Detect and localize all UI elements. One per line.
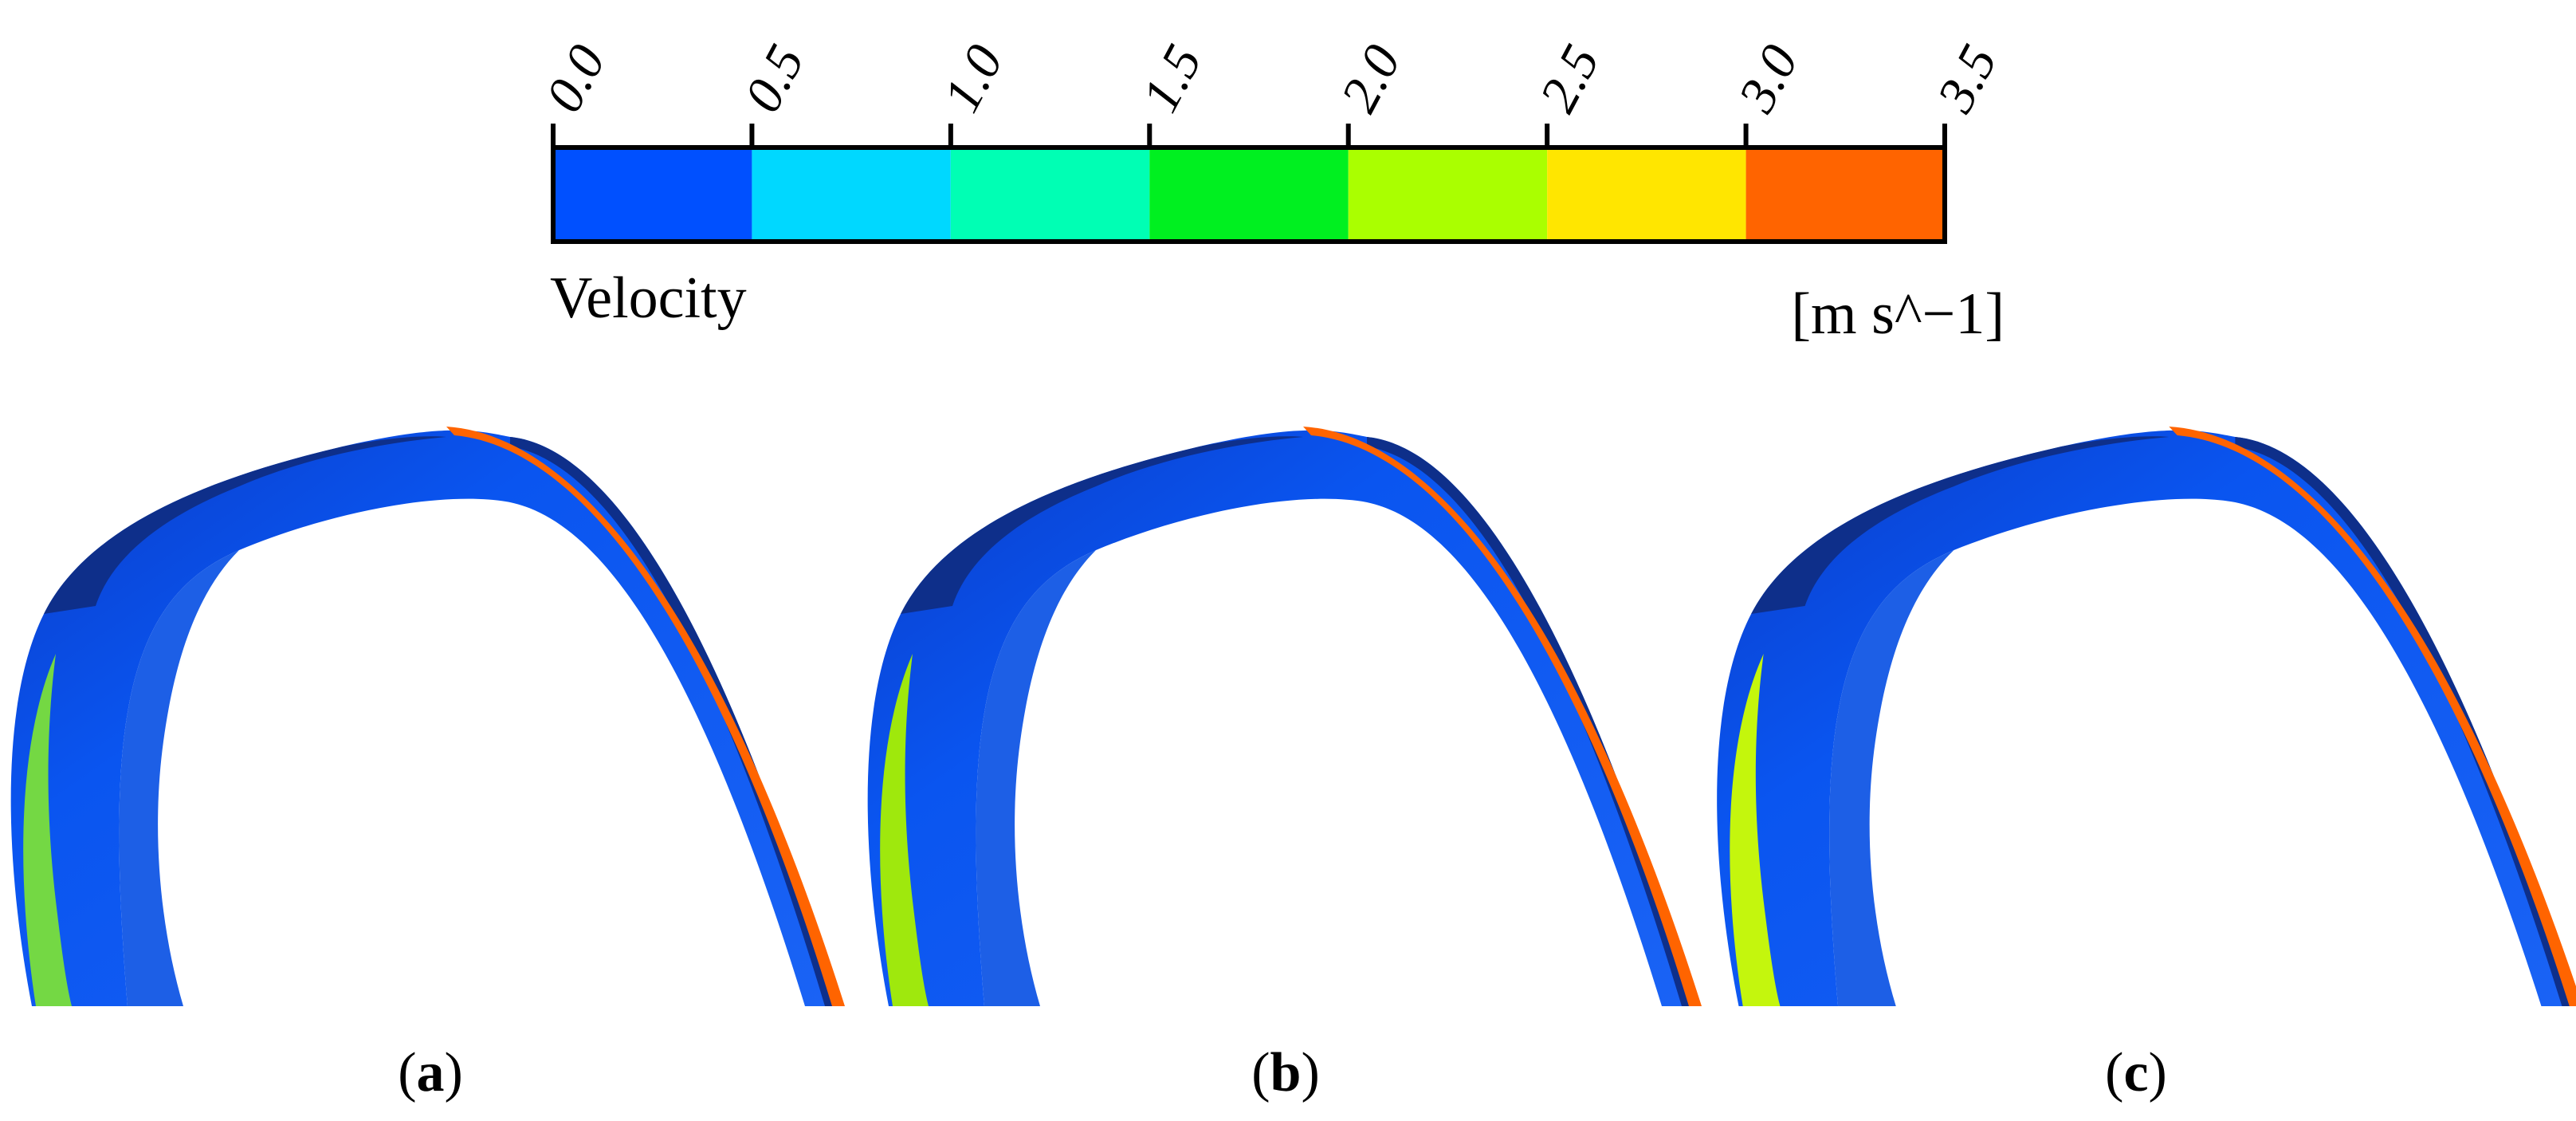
ring-inner-face bbox=[119, 550, 239, 1006]
panel-label-a: (a) bbox=[398, 1042, 463, 1103]
colorbar-tick-label-6: 3.0 bbox=[1727, 36, 1810, 122]
colorbar-bin-4 bbox=[1348, 148, 1548, 242]
colorbar-ticks: 0.0 0.5 1.0 1.5 2.0 2.5 3.0 3.5 bbox=[535, 36, 2009, 148]
ring-body bbox=[10, 430, 838, 1006]
ring-body bbox=[867, 430, 1694, 1006]
colorbar-tick-label-3: 1.5 bbox=[1131, 36, 1213, 121]
ring-inner-velocity-band bbox=[1730, 654, 1781, 1006]
ring-inner-face bbox=[976, 550, 1096, 1006]
colorbar-variable-label: Velocity bbox=[550, 266, 747, 331]
ring-inner-face bbox=[1829, 550, 1954, 1006]
colorbar-unit-label: [m s^−1] bbox=[1791, 281, 2005, 347]
colorbar-bin-1 bbox=[752, 148, 951, 242]
colorbar-tick-label-2: 1.0 bbox=[933, 36, 1015, 121]
colorbar-bin-3 bbox=[1149, 148, 1349, 242]
ring-inner-velocity-band bbox=[880, 654, 929, 1006]
colorbar-bin-2 bbox=[950, 148, 1150, 242]
panel-label-b: (b) bbox=[1251, 1042, 1320, 1103]
colorbar-tick-label-7: 3.5 bbox=[1926, 36, 2009, 122]
ring-body bbox=[1717, 430, 2574, 1006]
panel-labels: (a) (b) (c) bbox=[398, 1042, 2167, 1103]
ring-rim-top bbox=[1751, 436, 2170, 614]
panel-label-c: (c) bbox=[2105, 1042, 2167, 1103]
colorbar-frame bbox=[551, 145, 1947, 244]
ring-panel-b bbox=[867, 427, 1702, 1006]
colorbar-bin-0 bbox=[553, 148, 752, 242]
colorbar-tick-label-0: 0.0 bbox=[535, 36, 617, 121]
ring-panel-a bbox=[10, 427, 845, 1006]
colorbar-bin-6 bbox=[1745, 148, 1945, 242]
colorbar-tick-label-1: 0.5 bbox=[733, 36, 815, 121]
colorbar-bin-5 bbox=[1547, 148, 1746, 242]
ring-panel-c bbox=[1717, 427, 2576, 1006]
colorbar: 0.0 0.5 1.0 1.5 2.0 2.5 3.0 3.5 Velocity [m s^−… bbox=[535, 36, 2009, 347]
ring-inner-velocity-band bbox=[23, 654, 72, 1006]
ring-rim-top bbox=[901, 436, 1303, 614]
colorbar-bins bbox=[553, 148, 1945, 242]
colorbar-tick-label-4: 2.0 bbox=[1330, 36, 1412, 121]
colorbar-tick-label-5: 2.5 bbox=[1529, 36, 1611, 121]
ring-panels bbox=[10, 427, 2576, 1006]
ring-rim-top bbox=[44, 436, 446, 614]
